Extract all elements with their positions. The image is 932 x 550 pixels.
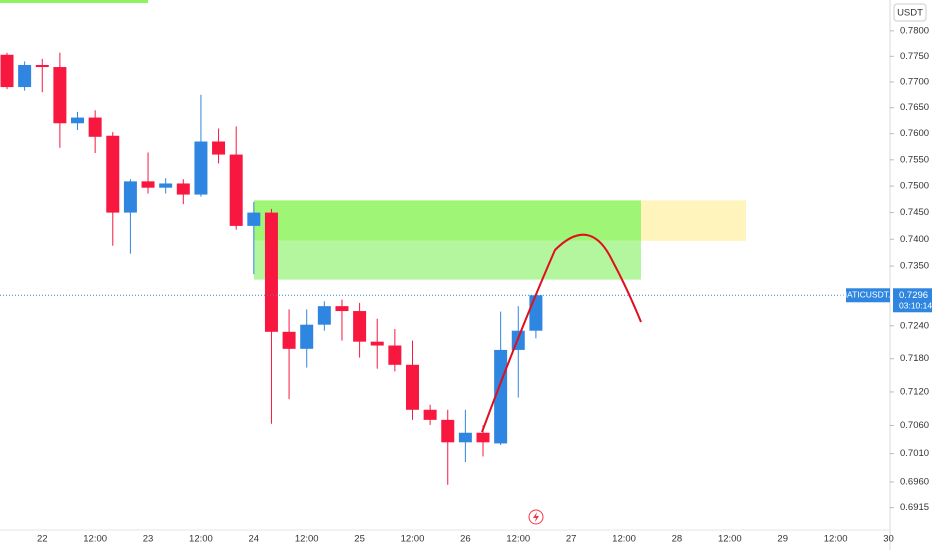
last-price-label: 0.7296 (899, 290, 928, 301)
candle-body (194, 141, 208, 195)
candle-body (71, 117, 85, 124)
candle-body (35, 64, 49, 68)
y-tick-label: 0.7350 (900, 261, 929, 272)
candle-body (141, 181, 155, 188)
x-tick-label: 24 (249, 534, 260, 545)
symbol-label: MATICUSDT.P (840, 290, 896, 300)
candle-body (229, 154, 243, 226)
candle-body (123, 181, 137, 213)
y-tick-label: 0.7500 (900, 181, 929, 192)
y-tick-label: 0.6960 (900, 476, 929, 487)
x-tick-label: 12:00 (506, 534, 530, 545)
candle-body (176, 183, 190, 195)
zone (254, 200, 641, 241)
candle-body (458, 432, 472, 443)
candle-body (529, 295, 543, 331)
x-tick-label: 22 (37, 534, 48, 545)
x-tick-label: 26 (460, 534, 471, 545)
y-tick-label: 0.6915 (900, 502, 929, 513)
x-tick-label: 12:00 (83, 534, 107, 545)
candle-body (317, 306, 331, 325)
x-tick-label: 23 (143, 534, 154, 545)
candle-body (353, 311, 367, 342)
y-tick-label: 0.7120 (900, 386, 929, 397)
y-tick-label: 0.7600 (900, 128, 929, 139)
candle-body (405, 364, 419, 410)
x-tick-label: 12:00 (189, 534, 213, 545)
x-tick-label: 12:00 (401, 534, 425, 545)
candle-body (264, 212, 278, 332)
y-tick-label: 0.7750 (900, 51, 929, 62)
candle-body (388, 345, 402, 365)
y-tick-label: 0.7240 (900, 320, 929, 331)
x-tick-label: 30 (883, 534, 894, 545)
y-tick-label: 0.7400 (900, 234, 929, 245)
candle-body (212, 141, 226, 155)
zone (641, 200, 746, 241)
x-tick-label: 12:00 (295, 534, 319, 545)
y-tick-label: 0.7450 (900, 207, 929, 218)
projection-curve (481, 233, 642, 433)
event-icon-bolt (533, 512, 539, 522)
x-tick-label: 29 (777, 534, 788, 545)
y-tick-label: 0.7180 (900, 353, 929, 364)
candle-body (282, 331, 296, 349)
x-tick-label: 12:00 (824, 534, 848, 545)
candle-body (53, 67, 67, 124)
candle-body (441, 419, 455, 443)
x-tick-label: 27 (566, 534, 577, 545)
x-tick-label: 28 (672, 534, 683, 545)
symbol-tag (846, 288, 890, 303)
candle-body (423, 409, 437, 420)
x-tick-label: 12:00 (612, 534, 636, 545)
candle-body (88, 117, 102, 137)
y-tick-label: 0.7010 (900, 448, 929, 459)
y-tick-label: 0.7550 (900, 154, 929, 165)
candle-body (247, 212, 261, 226)
y-tick-label: 0.7800 (900, 25, 929, 36)
candle-body (370, 341, 384, 346)
x-tick-label: 25 (354, 534, 365, 545)
y-tick-label: 0.7060 (900, 420, 929, 431)
candle-body (335, 306, 349, 312)
candle-body (18, 64, 32, 88)
candle-body (300, 324, 314, 349)
y-tick-label: 0.7700 (900, 76, 929, 87)
y-tick-label: 0.7650 (900, 102, 929, 113)
countdown-label: 03:10:14 (899, 301, 932, 311)
x-tick-label: 12:00 (718, 534, 742, 545)
candle-body (0, 54, 14, 88)
price-tag (893, 288, 932, 313)
candle-body (106, 135, 120, 213)
candle-body (476, 432, 490, 443)
currency[interactable]: USDT (897, 8, 923, 19)
candle-body (159, 183, 173, 188)
currency-box[interactable] (893, 3, 927, 22)
top-bar (0, 0, 148, 3)
zone (254, 240, 641, 280)
